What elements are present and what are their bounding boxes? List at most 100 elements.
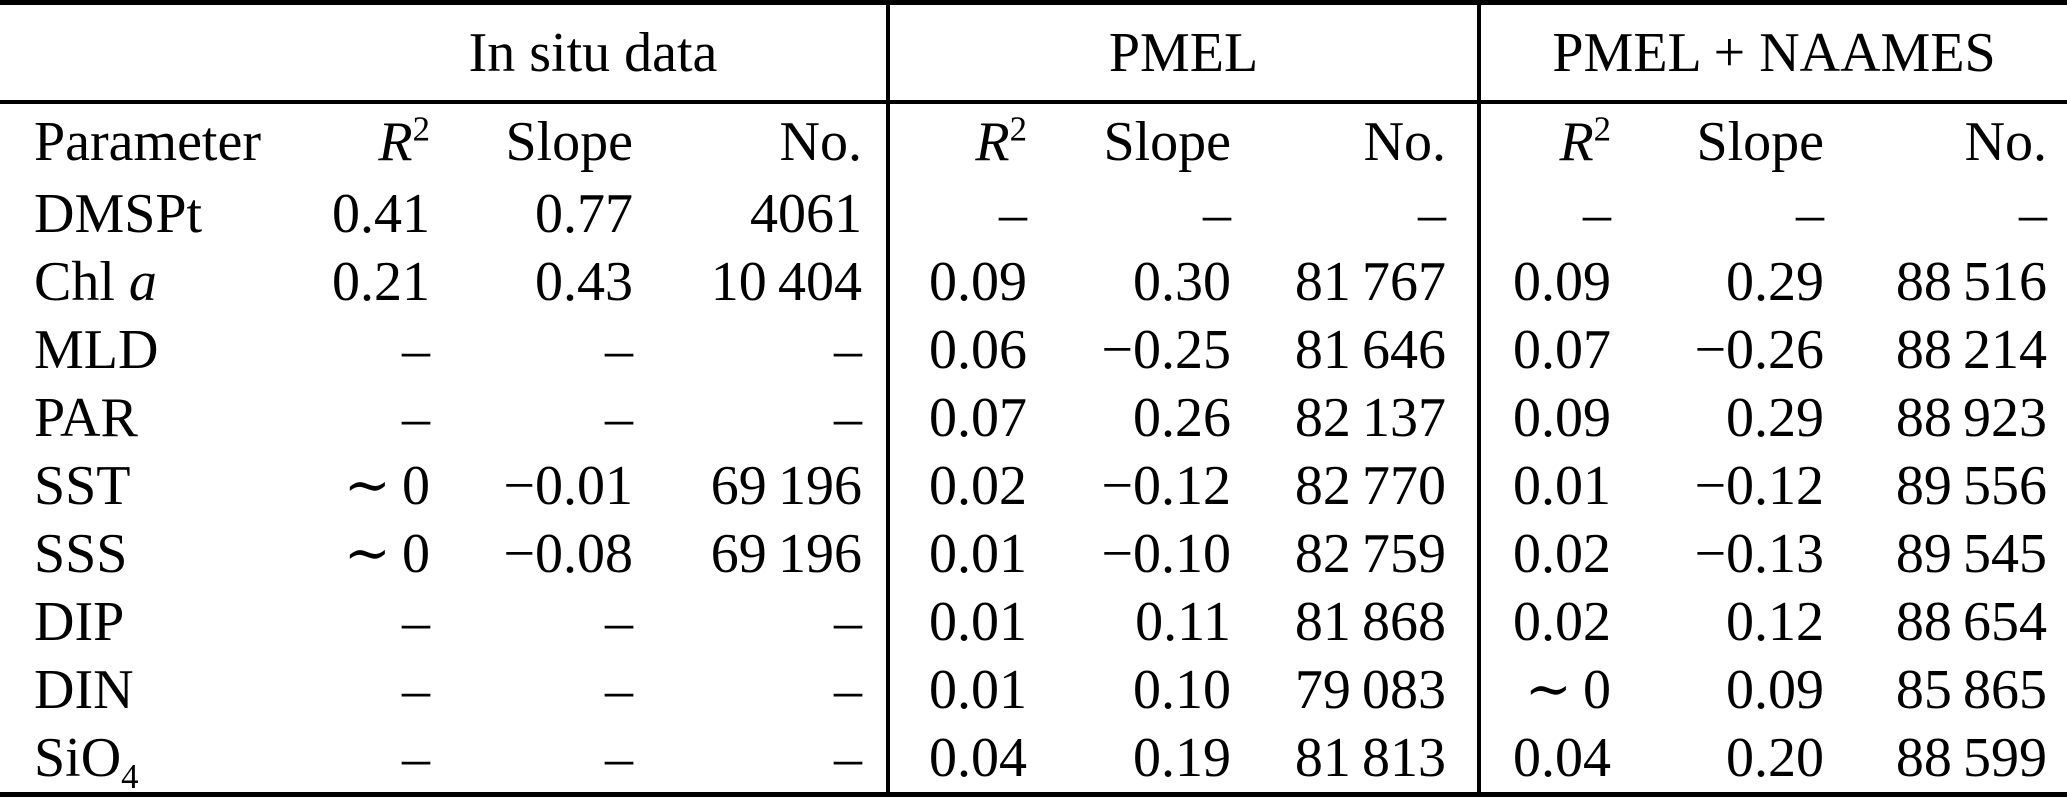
column-header-no-insitu: No. <box>639 102 890 180</box>
value-cell: 69 196 <box>639 520 890 588</box>
value-cell: 0.30 <box>1133 251 1231 313</box>
parameter-label: DMSPt <box>34 183 203 245</box>
column-header-no-pmel-naames: No. <box>1964 111 2048 173</box>
value-cell: −0.08 <box>503 523 633 585</box>
value-cell: 81 767 <box>1237 248 1482 316</box>
column-header-slope-insitu: Slope <box>505 111 633 173</box>
value-cell: 88 923 <box>1895 387 2048 449</box>
value-cell: −0.26 <box>1694 319 1825 381</box>
table-row: DIP – – –0.01 0.11 81 868 0.02 0.12 88 654 <box>0 588 2067 656</box>
value-cell: 0.01 <box>929 591 1027 653</box>
value-cell: 0.19 <box>1133 727 1231 789</box>
value-cell: 85 865 <box>1895 659 2048 721</box>
value-cell: 88 214 <box>1895 319 2048 381</box>
value-cell: – <box>2019 183 2048 245</box>
value-cell: 0.09 <box>1726 659 1825 721</box>
value-cell: 0.09 <box>929 251 1027 313</box>
value-cell: 0.11 <box>1135 591 1231 653</box>
value-cell: 0.41 <box>332 183 430 245</box>
value-cell: −0.13 <box>1694 523 1825 585</box>
table-row: PAR – – –0.07 0.26 82 137 0.09 0.29 88 923 <box>0 384 2067 452</box>
column-header-r2-pmel: R2 <box>975 109 1027 173</box>
value-cell: 88 654 <box>1895 591 2048 653</box>
value-cell: 0.02 <box>1513 591 1612 653</box>
value-cell: – <box>639 316 890 384</box>
value-cell: 0.06 <box>929 319 1027 381</box>
value-cell: ∼ 0 <box>343 523 430 585</box>
value-cell: – <box>605 727 633 789</box>
value-cell: 0.26 <box>1133 387 1231 449</box>
table-row: SST ∼ 0 −0.01 69 196 0.02 −0.12 82 770 0.01 −0.1… <box>0 452 2067 520</box>
column-header-slope-pmel-naames: Slope <box>1696 111 1825 173</box>
value-cell: −0.01 <box>503 455 633 517</box>
value-cell: 4061 <box>639 180 890 248</box>
value-cell: 0.02 <box>1513 523 1612 585</box>
value-cell: 0.04 <box>1513 727 1612 789</box>
value-cell: 0.10 <box>1133 659 1231 721</box>
value-cell: 0.02 <box>929 455 1027 517</box>
value-cell: 82 137 <box>1237 384 1482 452</box>
value-cell: 69 196 <box>639 452 890 520</box>
value-cell: 0.01 <box>1513 455 1612 517</box>
value-cell: 0.29 <box>1726 251 1825 313</box>
value-cell: 81 646 <box>1237 316 1482 384</box>
column-header-r2-pmel-naames: R2 <box>1559 109 1612 173</box>
value-cell: −0.12 <box>1694 455 1825 517</box>
value-cell: 82 770 <box>1237 452 1482 520</box>
value-cell: 0.29 <box>1726 387 1825 449</box>
column-header-parameter: Parameter <box>34 111 261 173</box>
column-header-slope-pmel: Slope <box>1103 111 1231 173</box>
group-header-in-situ: In situ data <box>300 2 890 102</box>
group-header-pmel-naames: PMEL + NAAMES <box>1552 21 1996 84</box>
value-cell: 10 404 <box>639 248 890 316</box>
table-row: Chl a 0.21 0.43 10 404 0.09 0.30 81 767 0.09 0.2… <box>0 248 2067 316</box>
value-cell: 0.01 <box>929 523 1027 585</box>
value-cell: 0.20 <box>1726 727 1825 789</box>
value-cell: ∼ 0 <box>343 455 430 517</box>
value-cell: 79 083 <box>1237 656 1482 724</box>
parameter-label: DIP <box>34 591 125 653</box>
value-cell: 0.09 <box>1513 387 1612 449</box>
value-cell: – <box>1237 180 1482 248</box>
value-cell: – <box>639 384 890 452</box>
value-cell: 81 813 <box>1237 724 1482 795</box>
parameter-label: SiO4 <box>34 727 139 795</box>
value-cell: ∼ 0 <box>1524 659 1612 721</box>
parameter-label: Chl a <box>34 251 157 313</box>
value-cell: – <box>605 591 633 653</box>
value-cell: 0.07 <box>1513 319 1612 381</box>
value-cell: 0.43 <box>535 251 633 313</box>
value-cell: 88 516 <box>1895 251 2048 313</box>
group-header-pmel: PMEL <box>888 2 1482 102</box>
value-cell: – <box>402 319 430 381</box>
parameter-label: MLD <box>34 319 159 381</box>
group-header-row: In situ data PMEL PMEL + NAAMES <box>0 2 2067 103</box>
table-row: DIN – – –0.01 0.10 79 083 ∼ 0 0.09 85 865 <box>0 656 2067 724</box>
value-cell: 0.01 <box>929 659 1027 721</box>
parameter-label: DIN <box>34 659 134 721</box>
value-cell: 0.21 <box>332 251 430 313</box>
value-cell: – <box>639 588 890 656</box>
value-cell: −0.25 <box>1101 319 1231 381</box>
value-cell: −0.10 <box>1101 523 1231 585</box>
corner-spacer <box>0 3 300 103</box>
table-row: MLD – – –0.06 −0.25 81 646 0.07 −0.26 88 214 <box>0 316 2067 384</box>
table-row: SiO4– – –0.04 0.19 81 813 0.04 0.20 88 599 <box>0 724 2067 795</box>
value-cell: 0.04 <box>929 727 1027 789</box>
parameter-label: SSS <box>34 523 128 585</box>
value-cell: 81 868 <box>1237 588 1482 656</box>
value-cell: – <box>1583 183 1612 245</box>
value-cell: 82 759 <box>1237 520 1482 588</box>
value-cell: – <box>639 724 890 795</box>
value-cell: 0.12 <box>1726 591 1825 653</box>
value-cell: −0.12 <box>1101 455 1231 517</box>
value-cell: 89 556 <box>1895 455 2048 517</box>
value-cell: – <box>1203 183 1231 245</box>
value-cell: 0.77 <box>535 183 633 245</box>
column-header-no-pmel: No. <box>1237 102 1482 180</box>
value-cell: – <box>402 659 430 721</box>
value-cell: – <box>605 319 633 381</box>
parameter-label: PAR <box>34 387 138 449</box>
